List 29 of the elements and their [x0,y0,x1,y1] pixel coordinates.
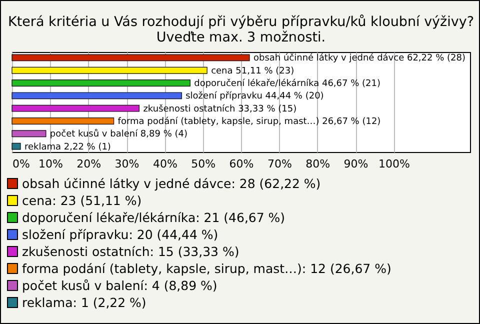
x-tick-label: 80% [306,158,330,170]
text: cena: 23 (51,11 %) [22,193,142,208]
text: forma podání (tablety, kapsle, sirup, mast…): 12 (26,67 %) [22,261,392,276]
data-label: reklama 2,22 % (1) [24,142,111,152]
data-label: doporučení lékaře/lékárníka 46,67 % (21) [194,78,380,90]
x-tick-label: 100% [378,158,410,170]
data-label: forma podání (tablety, kapsle, sirup, mast…) 26,67 % (12) [118,116,381,127]
data-label: zkušenosti ostatních 33,33 % (15) [143,103,297,114]
x-tick-label: 0% [12,158,30,170]
text: doporučení lékaře/lékárníka: 21 (46,67 %) [22,210,286,225]
x-tick-label: 90% [344,158,368,170]
x-tick-label: 20% [76,158,102,170]
x-tick-label: 60% [229,158,254,170]
text: obsah účinné látky v jedné dávce: 28 (62,22 %) [22,176,321,191]
text: zkušenosti ostatních: 15 (33,33 %) [22,244,240,259]
data-label: složení přípravku 44,44 % (20) [186,90,324,102]
x-tick-label: 10% [38,158,63,170]
data-label: obsah účinné látky v jedné dávce 62,22 % (28) [253,52,466,64]
chart-subtitle: Uveďte max. 3 možnosti. [156,30,326,46]
x-tick-label: 50% [191,158,216,170]
x-tick-label: 30% [114,158,140,170]
text: počet kusů v balení: 4 (8,89 %) [22,278,218,293]
text: složení přípravku: 20 (44,44 %) [22,227,218,242]
chart-title: Která kritéria u Vás rozhodují při výběru přípravku/ků kloubní výživy? [8,14,474,30]
data-label: počet kusů v balení 8,89 % (4) [50,128,188,140]
data-label: cena 51,11 % (23) [211,66,294,76]
text: reklama: 1 (2,22 %) [22,295,146,310]
x-tick-label: 40% [152,158,178,170]
x-tick-label: 70% [267,158,292,170]
